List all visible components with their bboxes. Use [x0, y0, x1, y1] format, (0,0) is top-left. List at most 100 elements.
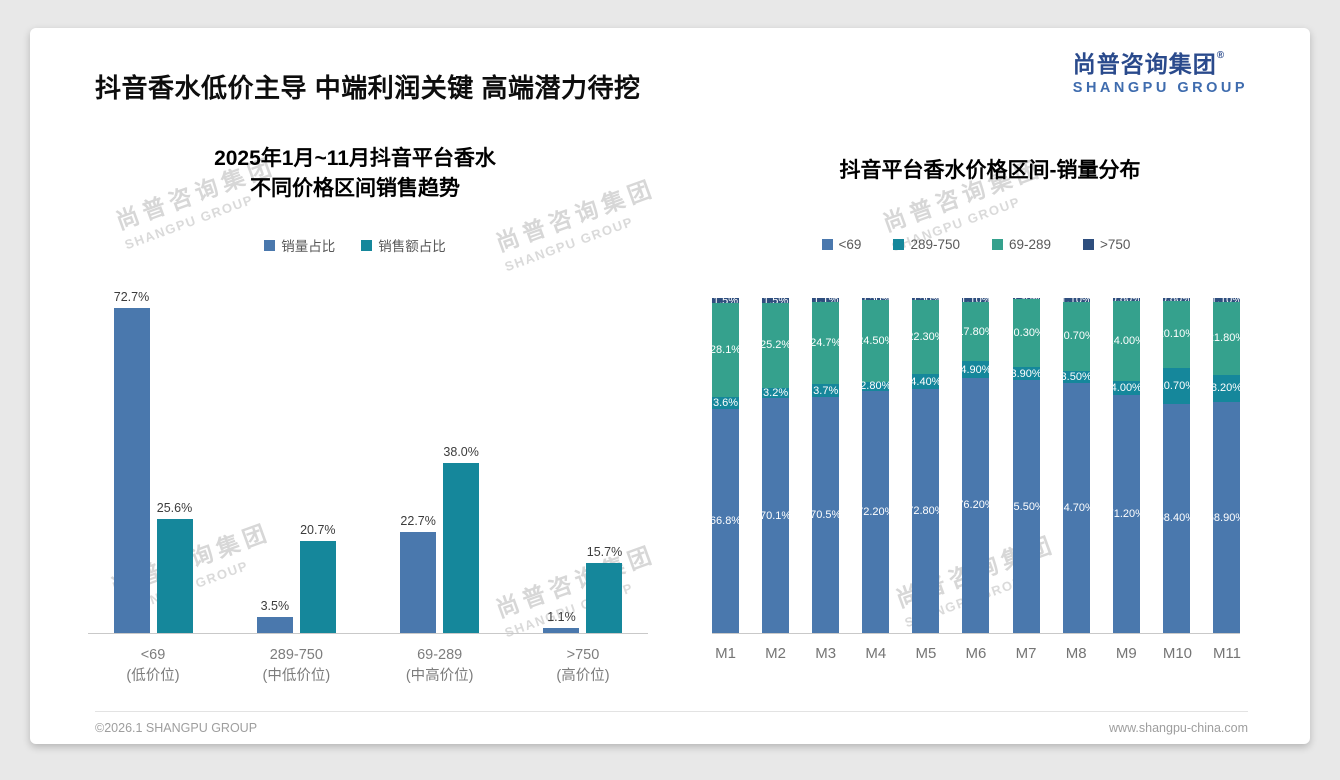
stacked-bar: 0.50%24.50%2.80%72.20% — [862, 298, 890, 633]
bar-value-label: 20.7% — [300, 522, 336, 537]
segment-value-label: 68.90% — [1213, 511, 1240, 524]
bar-segment: 4.90% — [962, 361, 990, 378]
bar-value-label: 72.7% — [113, 290, 150, 305]
bar-segment: 8.20% — [1212, 374, 1240, 403]
segment-value-label: 1.5% — [763, 298, 788, 307]
category-label-line: 289-750 — [269, 647, 323, 663]
legend-label: <69 — [838, 237, 862, 252]
category-label: 69-289 (中高价位) — [385, 645, 495, 687]
segment-value-label: 22.30% — [912, 331, 939, 344]
left-chart-title: 2025年1月~11月抖音平台香水 不同价格区间销售趋势 — [115, 144, 595, 205]
month-label: M10 — [1162, 645, 1193, 662]
bar-column: 38.0% — [443, 445, 480, 633]
segment-value-label: 4.40% — [912, 375, 940, 388]
month-label: M6 — [965, 645, 987, 662]
footer-website: www.shangpu-china.com — [1109, 721, 1248, 735]
segment-value-label: 68.40% — [1163, 512, 1190, 525]
bar-column: 22.7% — [400, 513, 437, 633]
legend-swatch — [991, 239, 1003, 250]
bar-value-label: 15.7% — [586, 544, 623, 559]
left-chart-title-line1: 2025年1月~11月抖音平台香水 — [214, 147, 496, 170]
segment-value-label: 8.20% — [1212, 382, 1240, 395]
stacked-bar: 1.10%20.70%3.50%74.70% — [1062, 298, 1090, 633]
stacked-bar: 1.5% 28.1% 3.6% 66.8% — [712, 298, 739, 633]
logo-cn-line: 尚普咨询集团® — [1073, 50, 1248, 79]
bar-column: 15.7% — [586, 544, 623, 633]
right-chart-months: M1 M2 M3 M4 M5 M6 M7 M8 M9 M10 M11 — [712, 645, 1242, 662]
bar-group: 1.1% 15.7% — [528, 545, 638, 633]
bar-segment: 75.50% — [1012, 380, 1040, 633]
segment-value-label: 74.70% — [1063, 501, 1090, 514]
logo-registered-mark: ® — [1216, 50, 1226, 61]
bar-segment: 22.30% — [912, 299, 940, 375]
month-label: M4 — [865, 645, 887, 662]
stacked-bar: 1.10%17.80%4.90%76.20% — [962, 298, 990, 633]
bar-segment: 3.7% — [812, 384, 840, 397]
segment-value-label: 17.80% — [962, 325, 989, 338]
segment-value-label: 3.2% — [763, 386, 789, 399]
bar-segment: 28.1% — [712, 303, 739, 398]
bar-value-label: 3.5% — [260, 599, 290, 614]
segment-value-label: 72.20% — [862, 506, 889, 519]
legend-item: 289-750 — [893, 237, 960, 252]
legend-item: 销售额占比 — [361, 235, 446, 255]
category-label-line: (低价位) — [126, 668, 180, 685]
bar-segment: 20.30% — [1012, 299, 1040, 368]
segment-value-label: 25.2% — [762, 339, 789, 352]
legend-label: 289-750 — [910, 237, 960, 252]
bar-segment: 66.8% — [712, 409, 739, 633]
month-label: M11 — [1212, 645, 1242, 662]
bar — [543, 628, 580, 633]
segment-value-label: 20.10% — [1163, 328, 1190, 341]
bar-group: 3.5% 20.7% — [241, 522, 351, 633]
category-label-line: (中高价位) — [405, 668, 474, 685]
bar-segment: 70.1% — [762, 398, 790, 633]
bar-value-label: 22.7% — [400, 513, 436, 528]
legend-label: 销量占比 — [281, 239, 336, 254]
bar-group: 72.7% 25.6% — [98, 290, 208, 633]
right-chart-plot: 1.5%28.1%3.6%66.8%1.5%25.2%3.2%70.1%1.1%… — [712, 298, 1240, 634]
legend-label: 销售额占比 — [378, 239, 446, 254]
legend-item: <69 — [821, 237, 862, 252]
segment-value-label: 71.20% — [1113, 507, 1140, 520]
bar-segment: 2.80% — [862, 380, 890, 393]
segment-value-label: 10.70% — [1163, 380, 1190, 392]
slide-card: 尚普咨询集团 SHANGPU GROUP 尚普咨询集团 SHANGPU GROU… — [30, 28, 1310, 744]
segment-value-label: 20.70% — [1063, 330, 1090, 343]
bar-segment: 3.90% — [1012, 367, 1040, 381]
segment-value-label: 21.80% — [1213, 332, 1240, 345]
month-label: M9 — [1115, 645, 1137, 662]
company-logo: 尚普咨询集团® SHANGPU GROUP — [1073, 50, 1248, 97]
bar-column: 72.7% — [113, 290, 150, 633]
bar-column: 3.5% — [256, 599, 293, 633]
month-label: M2 — [765, 645, 787, 662]
category-label-line: <69 — [140, 647, 166, 663]
stacked-bar: 1.1%24.7%3.7%70.5% — [812, 298, 840, 633]
segment-value-label: 2.80% — [862, 380, 890, 393]
category-label-line: 69-289 — [417, 647, 463, 663]
bar — [400, 531, 437, 633]
logo-cn-text: 尚普咨询集团 — [1072, 51, 1217, 77]
category-label-line: (中低价位) — [262, 668, 331, 685]
segment-value-label: 70.5% — [812, 508, 839, 521]
legend-item: 69-289 — [991, 237, 1051, 252]
segment-value-label: 72.80% — [912, 505, 939, 518]
month-label: M3 — [815, 645, 837, 662]
bar-segment: 68.90% — [1212, 402, 1240, 633]
left-chart-title-line2: 不同价格区间销售趋势 — [250, 177, 460, 201]
legend-swatch — [893, 239, 905, 250]
bar-segment: 4.40% — [912, 374, 940, 390]
left-chart-legend: 销量占比 销售额占比 — [115, 235, 595, 255]
category-label: >750 (高价位) — [528, 645, 638, 687]
left-chart-categories: <69 (低价位) 289-750 (中低价位) 69-289 (中高价位) >750 (高价… — [88, 645, 648, 687]
slide-content: 抖音香水低价主导 中端利润关键 高端潜力待挖 尚普咨询集团® SHANGPU G… — [30, 28, 1310, 744]
bar-segment: 72.80% — [912, 389, 940, 633]
bar-segment: 24.00% — [1112, 300, 1140, 382]
category-label-line: >750 — [566, 647, 600, 663]
page-title: 抖音香水低价主导 中端利润关键 高端潜力待挖 — [95, 73, 641, 103]
stacked-bar: 0.30%20.30%3.90%75.50% — [1012, 298, 1040, 633]
month-label: M5 — [915, 645, 937, 662]
segment-value-label: 76.20% — [962, 499, 989, 512]
legend-swatch — [821, 239, 833, 250]
month-label: M8 — [1065, 645, 1087, 662]
